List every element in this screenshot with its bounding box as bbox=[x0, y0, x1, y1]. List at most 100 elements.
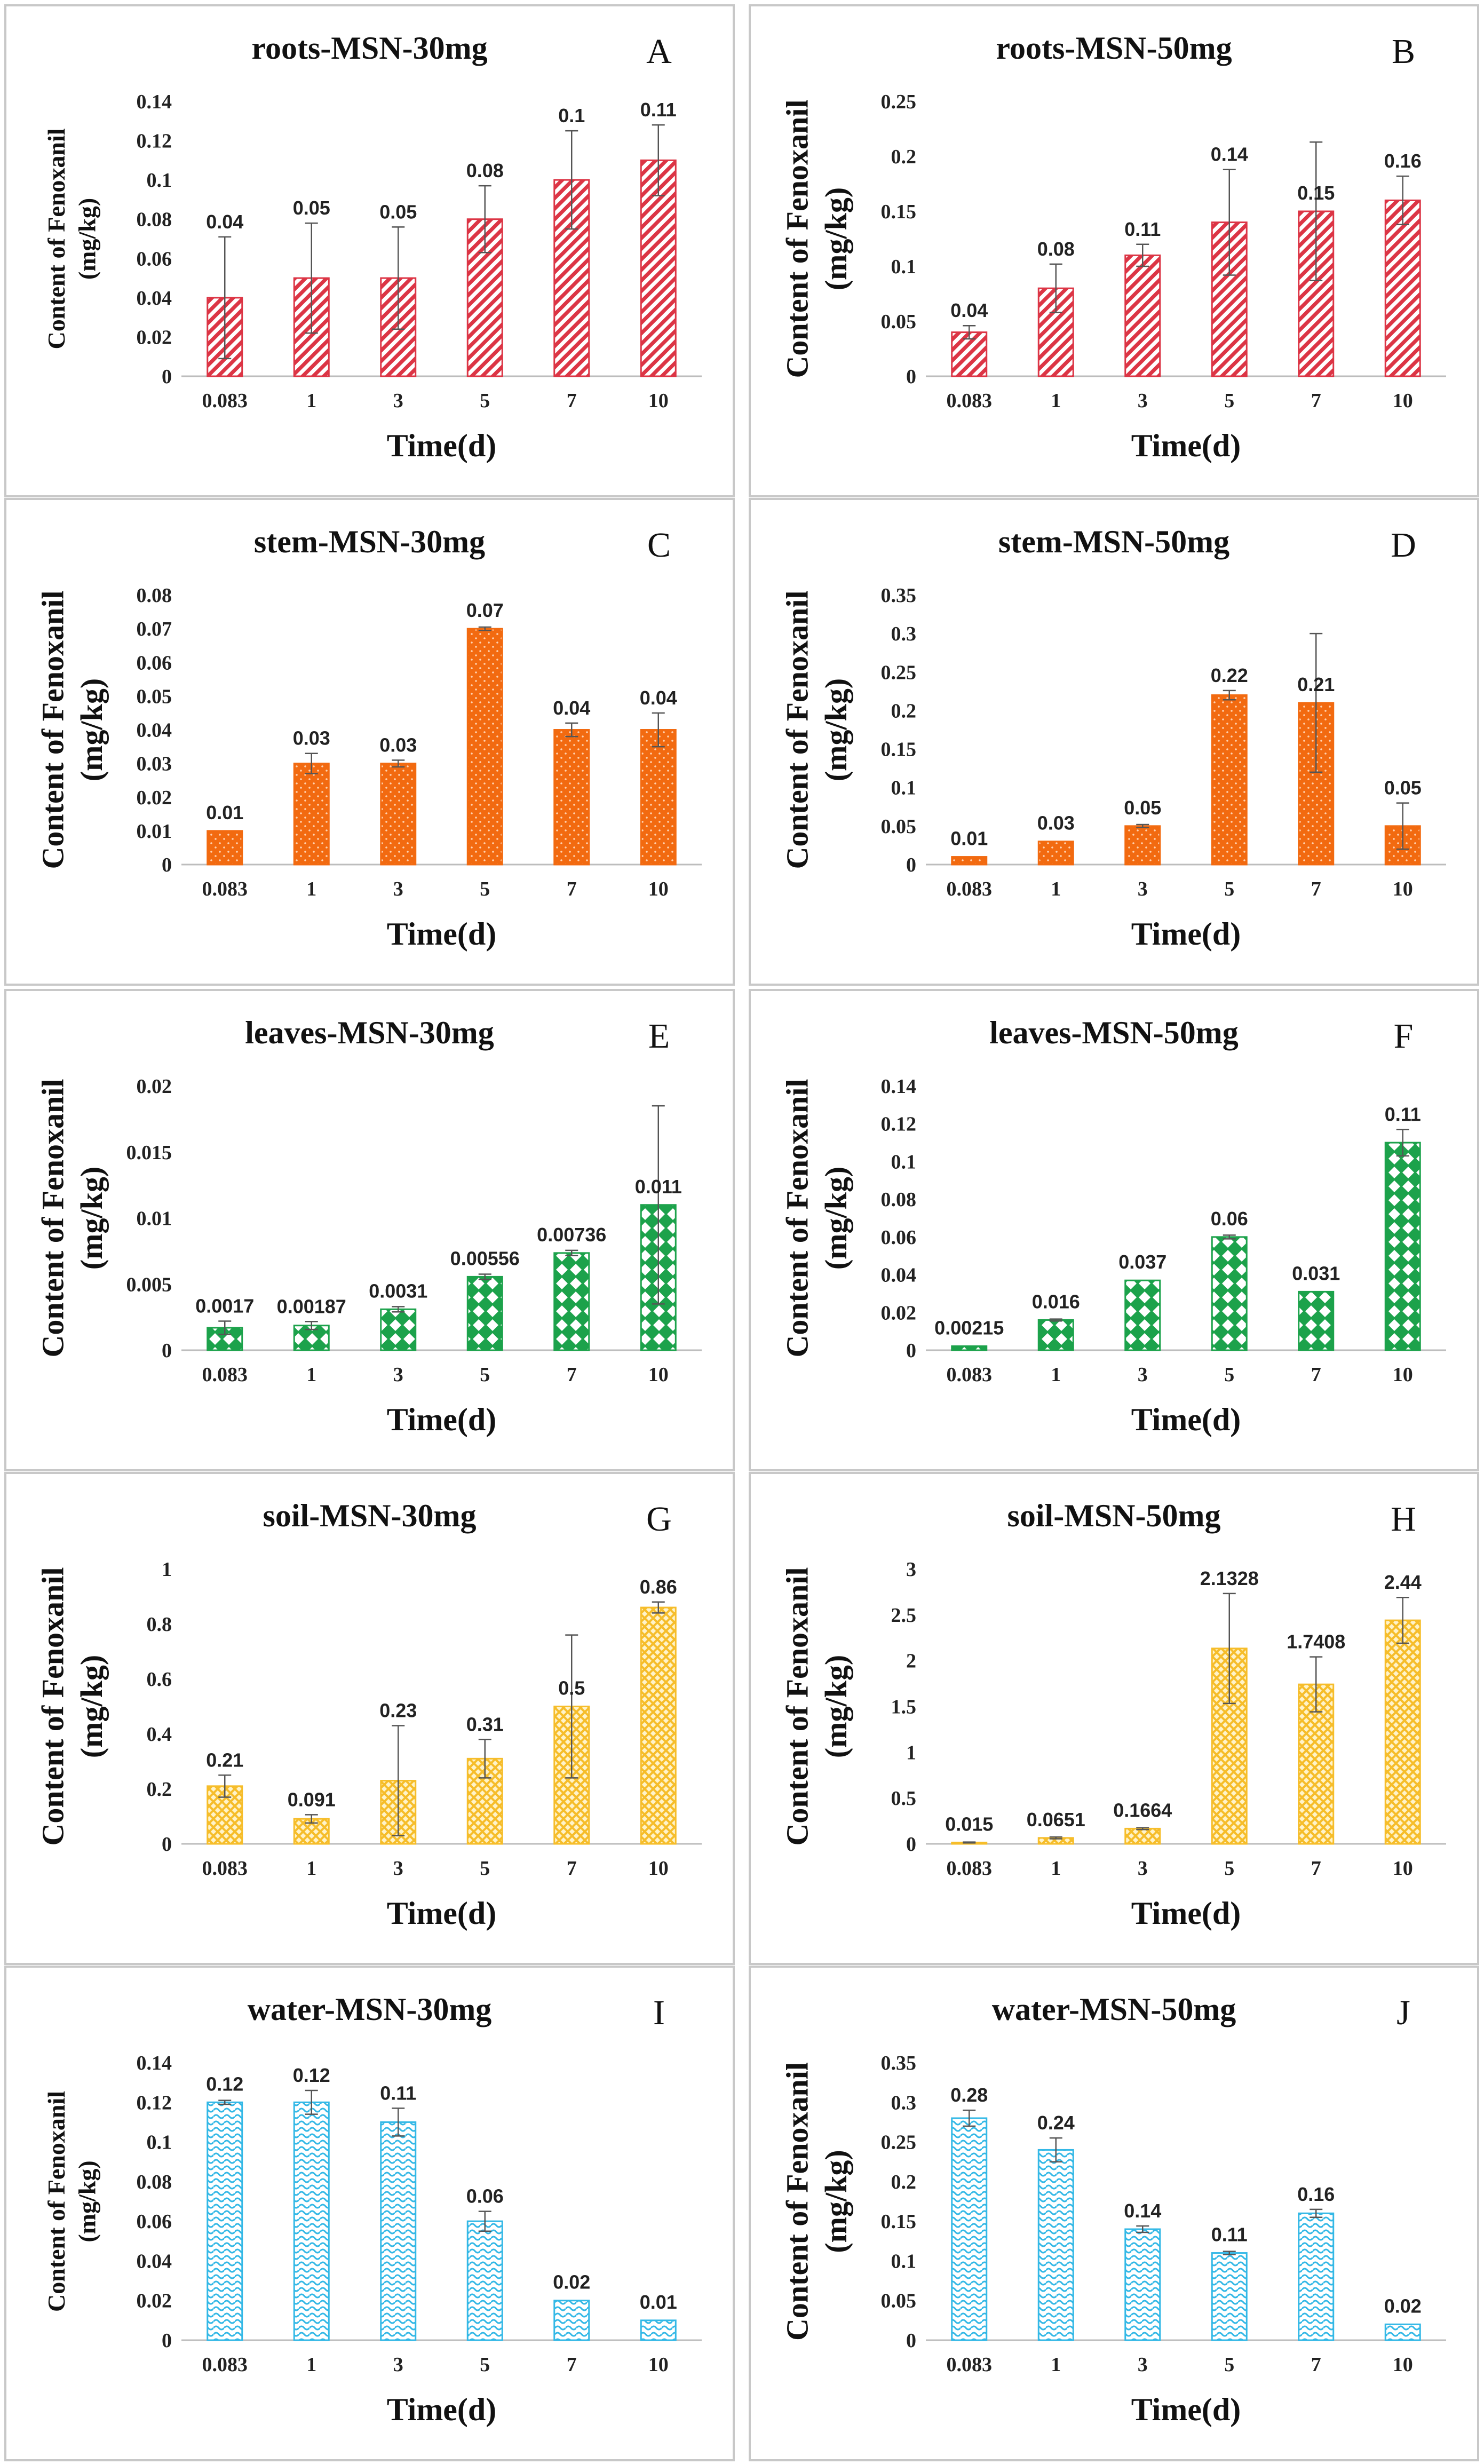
y-tick-label: 0.02 bbox=[881, 1302, 917, 1324]
y-axis-label-line1: Content of Fenoxanil bbox=[43, 2091, 70, 2312]
data-label: 0.0031 bbox=[369, 1280, 427, 1302]
data-label: 0.28 bbox=[950, 2084, 988, 2106]
y-tick-label: 1.5 bbox=[891, 1696, 917, 1718]
y-tick-label: 0.15 bbox=[881, 2211, 917, 2233]
y-tick-label: 0.06 bbox=[137, 2211, 172, 2233]
data-label: 0.11 bbox=[1211, 2224, 1248, 2246]
x-tick-label: 1 bbox=[1051, 1857, 1061, 1880]
x-tick-label: 3 bbox=[1138, 1857, 1148, 1880]
data-label: 2.1328 bbox=[1200, 1567, 1259, 1589]
y-tick-label: 0.01 bbox=[137, 1208, 172, 1230]
data-label: 0.08 bbox=[1037, 238, 1075, 260]
panel-frame bbox=[4, 498, 735, 986]
y-tick-label: 0.2 bbox=[891, 2171, 917, 2193]
y-tick-label: 0.12 bbox=[881, 1113, 917, 1136]
bar bbox=[380, 763, 417, 866]
chart-title: water-MSN-50mg bbox=[992, 1992, 1236, 2027]
data-label: 0.12 bbox=[206, 2073, 243, 2095]
chart-panel-h: soil-MSN-50mg H Content of Fenoxanil (mg/kg… bbox=[749, 1472, 1479, 1965]
y-tick-label: 0.08 bbox=[137, 584, 172, 607]
y-tick-label: 0.04 bbox=[137, 719, 172, 742]
panel-letter: A bbox=[646, 32, 672, 71]
data-label: 0.031 bbox=[1292, 1262, 1340, 1284]
y-tick-label: 0.5 bbox=[891, 1787, 917, 1810]
x-tick-label: 7 bbox=[567, 1857, 577, 1880]
y-tick-label: 0.14 bbox=[881, 1075, 917, 1098]
data-label: 0.016 bbox=[1032, 1290, 1080, 1312]
chart-title: roots-MSN-30mg bbox=[251, 30, 487, 66]
x-tick-label: 1 bbox=[306, 1364, 316, 1386]
y-axis-label-line2: (mg/kg) bbox=[819, 678, 853, 781]
y-tick-label: 0.02 bbox=[137, 787, 172, 809]
x-axis-label: Time(d) bbox=[1131, 428, 1241, 463]
y-tick-label: 0.35 bbox=[881, 2052, 917, 2074]
x-tick-label: 1 bbox=[1051, 1364, 1061, 1386]
data-label: 0.21 bbox=[1297, 674, 1335, 695]
bar bbox=[1124, 1827, 1161, 1845]
y-tick-label: 0.1 bbox=[147, 2132, 172, 2154]
data-label: 0.16 bbox=[1297, 2183, 1335, 2205]
panel-frame bbox=[749, 989, 1479, 1471]
panel-letter: B bbox=[1392, 32, 1415, 71]
bar bbox=[1298, 2212, 1335, 2341]
x-tick-label: 5 bbox=[1224, 1364, 1234, 1386]
y-tick-label: 0.04 bbox=[137, 287, 172, 310]
y-axis-label-line2: (mg/kg) bbox=[73, 2160, 100, 2242]
y-axis-label-line2: (mg/kg) bbox=[74, 1655, 109, 1758]
x-tick-label: 5 bbox=[480, 2354, 490, 2376]
x-axis-label: Time(d) bbox=[1131, 916, 1241, 952]
y-tick-label: 0.12 bbox=[137, 130, 172, 153]
bar bbox=[640, 2319, 677, 2341]
data-label: 0.04 bbox=[553, 697, 590, 719]
panel-letter: E bbox=[648, 1017, 670, 1056]
x-tick-label: 1 bbox=[306, 390, 316, 412]
x-tick-label: 0.083 bbox=[947, 1857, 993, 1880]
data-label: 0.14 bbox=[1124, 2200, 1161, 2222]
y-tick-label: 0 bbox=[906, 1340, 916, 1362]
y-axis-label-line2: (mg/kg) bbox=[819, 2150, 853, 2253]
y-axis-label: Content of Fenoxanil (mg/kg) bbox=[43, 129, 101, 350]
y-axis-label: Content of Fenoxanil (mg/kg) bbox=[43, 2091, 101, 2312]
y-axis-label-line2: (mg/kg) bbox=[819, 187, 853, 290]
x-tick-label: 3 bbox=[1138, 878, 1148, 900]
x-tick-label: 10 bbox=[648, 390, 669, 412]
data-label: 0.5 bbox=[558, 1677, 585, 1699]
y-tick-label: 0 bbox=[162, 854, 172, 876]
y-tick-label: 2.5 bbox=[891, 1604, 917, 1627]
x-tick-label: 3 bbox=[1138, 390, 1148, 412]
data-label: 0.12 bbox=[293, 2064, 330, 2086]
bar bbox=[1124, 254, 1161, 377]
x-tick-label: 0.083 bbox=[202, 878, 248, 900]
y-tick-label: 0.4 bbox=[147, 1723, 172, 1746]
x-tick-label: 5 bbox=[1224, 2354, 1234, 2376]
y-tick-label: 0.01 bbox=[137, 820, 172, 843]
y-axis-label-line2: (mg/kg) bbox=[819, 1167, 853, 1270]
data-label: 0.31 bbox=[466, 1713, 504, 1735]
y-tick-label: 0.1 bbox=[891, 2250, 917, 2272]
y-axis-label-line1: Content of Fenoxanil bbox=[780, 100, 814, 378]
y-tick-label: 0 bbox=[162, 1340, 172, 1362]
x-tick-label: 7 bbox=[1311, 2354, 1321, 2376]
y-tick-label: 0.04 bbox=[137, 2250, 172, 2272]
x-axis-label: Time(d) bbox=[387, 428, 497, 463]
data-label: 0.0651 bbox=[1027, 1809, 1085, 1831]
panel-frame bbox=[4, 1472, 735, 1965]
bar bbox=[380, 2121, 417, 2341]
x-tick-label: 3 bbox=[393, 878, 403, 900]
x-tick-label: 7 bbox=[1311, 1857, 1321, 1880]
y-tick-label: 0.35 bbox=[881, 584, 917, 607]
panel-letter: F bbox=[1394, 1017, 1414, 1056]
chart-panel-c: stem-MSN-30mg C Content of Fenoxanil (mg/kg… bbox=[4, 498, 735, 986]
data-label: 0.04 bbox=[206, 211, 243, 233]
data-label: 0.00556 bbox=[450, 1247, 520, 1269]
y-tick-label: 0.06 bbox=[881, 1226, 917, 1249]
x-tick-label: 10 bbox=[1393, 390, 1413, 412]
x-tick-label: 10 bbox=[1393, 878, 1413, 900]
chart-panel-b: roots-MSN-50mg B Content of Fenoxanil (mg/k… bbox=[749, 4, 1479, 497]
chart-panel-d: stem-MSN-50mg D Content of Fenoxanil (mg/kg… bbox=[749, 498, 1479, 986]
chart-panel-g: soil-MSN-30mg G Content of Fenoxanil (mg/kg… bbox=[4, 1472, 735, 1965]
y-tick-label: 1 bbox=[162, 1558, 172, 1581]
bar bbox=[1384, 1619, 1421, 1845]
x-tick-label: 1 bbox=[306, 878, 316, 900]
x-axis-label: Time(d) bbox=[1131, 1896, 1241, 1931]
